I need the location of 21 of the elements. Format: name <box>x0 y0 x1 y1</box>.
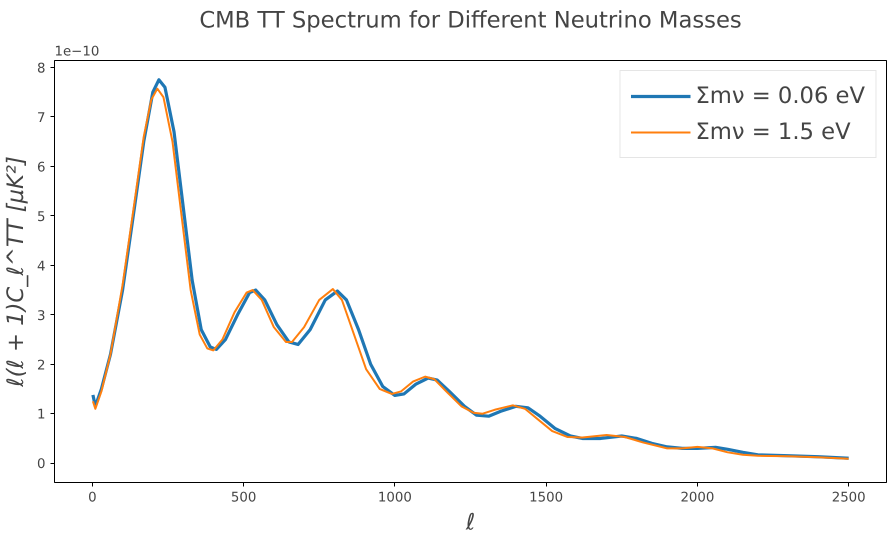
x-tick-label: 2500 <box>832 490 866 506</box>
y-tick-label: 3 <box>37 308 46 324</box>
x-tick-label: 0 <box>88 490 97 506</box>
y-tick-label: 0 <box>37 457 46 472</box>
x-tick-label: 1000 <box>378 490 412 506</box>
legend-label: Σmν = 1.5 eV <box>695 118 851 147</box>
x-tick-label: 1500 <box>529 490 564 506</box>
x-tick-label: 2000 <box>680 490 714 506</box>
legend-label: Σmν = 0.06 eV <box>695 82 865 111</box>
y-tick-label: 6 <box>37 160 46 176</box>
x-axis-title: ℓ <box>464 510 476 536</box>
y-tick-label: 8 <box>37 61 46 76</box>
x-tick-label: 500 <box>230 490 256 506</box>
y-tick-label: 1 <box>37 408 46 423</box>
text: 1e−10 <box>54 44 100 60</box>
y-tick-label: 4 <box>37 259 46 274</box>
y-tick-label: 5 <box>37 210 46 225</box>
y-axis-title: ℓ(ℓ + 1)C_ℓ^TT [μK²] <box>3 156 30 388</box>
y-tick-label: 7 <box>37 110 46 126</box>
chart-title: CMB TT Spectrum for Different Neutrino Masses <box>199 8 742 34</box>
y-tick-label: 2 <box>37 358 46 374</box>
